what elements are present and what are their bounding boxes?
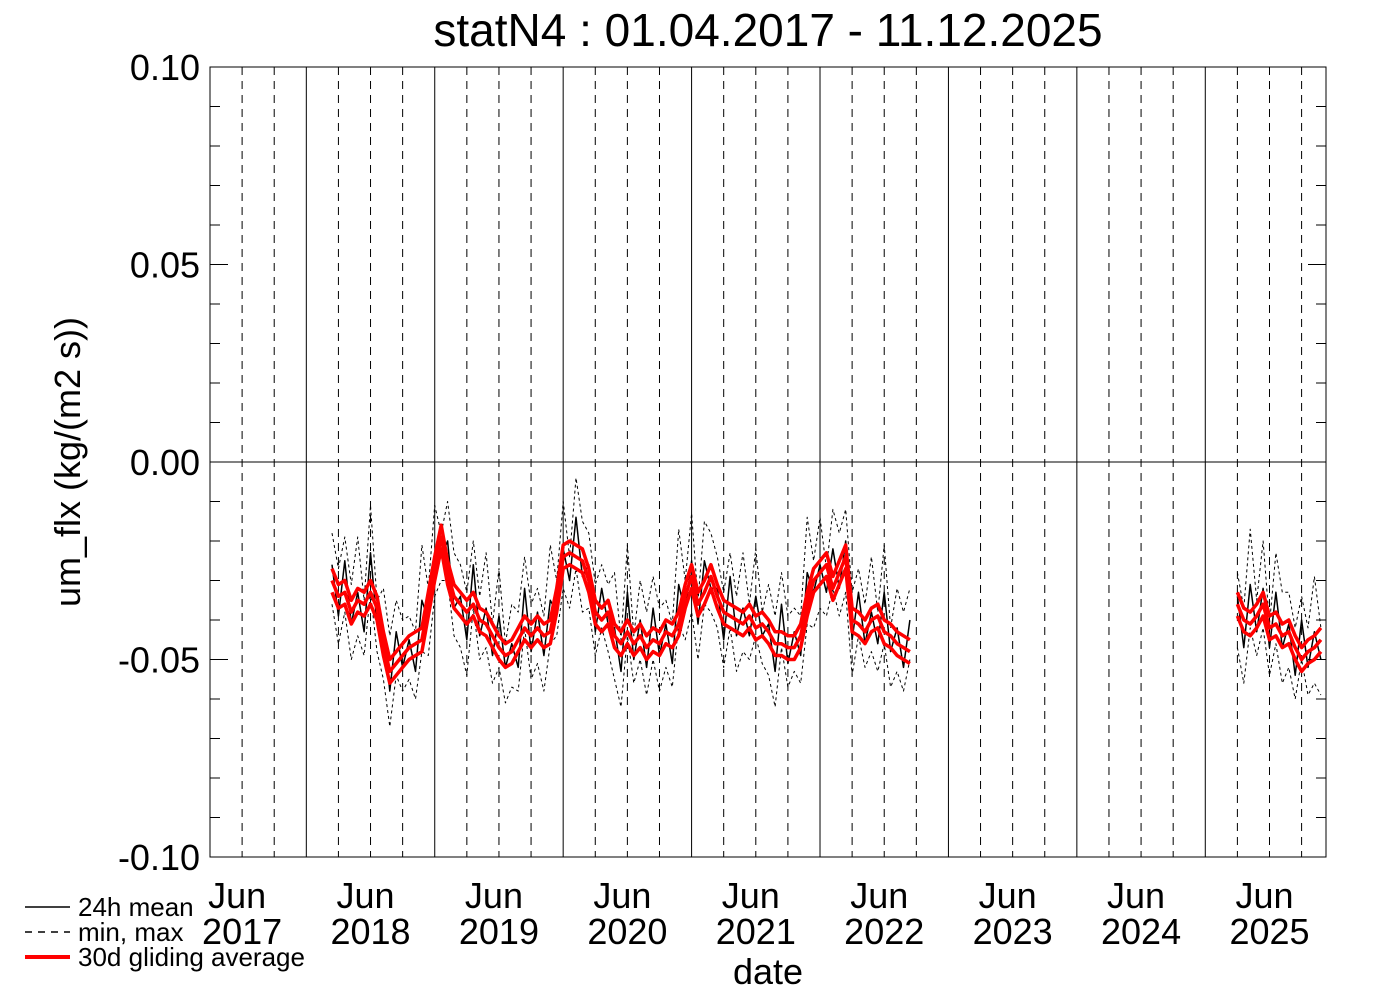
x-tick-label-line: 2022 (844, 911, 924, 952)
x-tick-label: Jun 2024 (1101, 875, 1181, 952)
x-tick-label: Jun 2020 (587, 875, 667, 952)
x-tick-label-line: 2018 (330, 911, 410, 952)
x-tick-label-line: Jun (1107, 875, 1175, 916)
y-tick-label: 0.10 (130, 47, 200, 88)
x-tick-label-line: Jun (1235, 875, 1303, 916)
chart-title: statN4 : 01.04.2017 - 11.12.2025 (433, 4, 1102, 56)
x-tick-label-line: Jun (465, 875, 533, 916)
x-tick-label: Jun 2025 (1229, 875, 1309, 952)
y-tick-label: -0.05 (118, 640, 200, 681)
y-tick-label: -0.10 (118, 837, 200, 878)
x-tick-label-line: 2021 (716, 911, 796, 952)
x-tick-label: Jun 2019 (459, 875, 539, 952)
x-tick-label: Jun 2021 (716, 875, 796, 952)
x-axis-label: date (733, 951, 803, 992)
x-tick-label: Jun 2022 (844, 875, 924, 952)
x-tick-label: Jun 2017 (202, 875, 282, 952)
x-tick-label-line: 2017 (202, 911, 282, 952)
x-tick-label-line: 2023 (973, 911, 1053, 952)
x-tick-label-line: 2024 (1101, 911, 1181, 952)
x-tick-label: Jun 2018 (330, 875, 410, 952)
x-tick-label-line: Jun (979, 875, 1047, 916)
legend-label: 30d gliding average (78, 942, 305, 972)
y-tick-label: 0.05 (130, 245, 200, 286)
y-axis-label: um_flx (kg/(m2 s)) (47, 317, 88, 607)
x-tick-label: Jun 2023 (973, 875, 1053, 952)
x-tick-label-line: 2019 (459, 911, 539, 952)
x-tick-label-line: 2025 (1229, 911, 1309, 952)
series-line (330, 523, 1323, 662)
legend-label: min, max (78, 917, 183, 947)
legend-label: 24h mean (78, 892, 194, 922)
x-tick-label-line: Jun (722, 875, 790, 916)
x-tick-label-line: Jun (593, 875, 661, 916)
x-tick-label-line: Jun (208, 875, 276, 916)
y-tick-label: 0.00 (130, 442, 200, 483)
series-line (330, 535, 1323, 674)
series-line (330, 547, 1323, 685)
x-tick-label-line: 2020 (587, 911, 667, 952)
x-tick-label-line: Jun (850, 875, 918, 916)
x-tick-label-line: Jun (337, 875, 405, 916)
